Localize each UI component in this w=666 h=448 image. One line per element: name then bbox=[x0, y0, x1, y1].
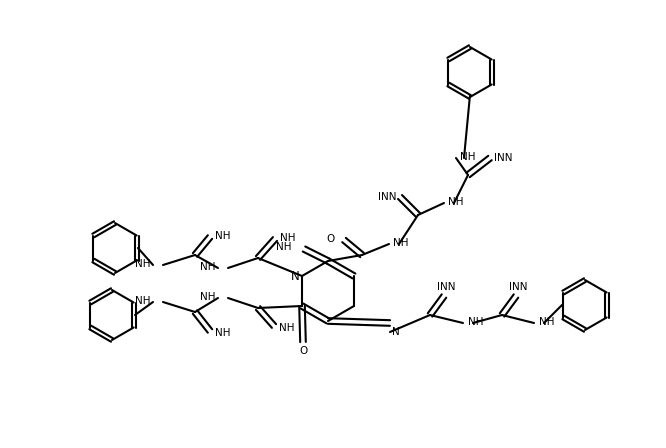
Text: NH: NH bbox=[135, 259, 150, 269]
Text: NH: NH bbox=[276, 242, 291, 252]
Text: NH: NH bbox=[215, 231, 230, 241]
Text: INN: INN bbox=[509, 282, 527, 292]
Text: O: O bbox=[327, 234, 335, 244]
Text: N: N bbox=[290, 270, 300, 283]
Text: INN: INN bbox=[494, 153, 512, 163]
Text: NH: NH bbox=[460, 152, 476, 162]
Text: NH: NH bbox=[200, 262, 215, 272]
Text: NH: NH bbox=[393, 238, 409, 248]
Text: NH: NH bbox=[200, 292, 215, 302]
Text: O: O bbox=[299, 346, 307, 356]
Text: NH: NH bbox=[468, 317, 484, 327]
Text: N: N bbox=[392, 327, 400, 337]
Text: NH: NH bbox=[448, 197, 464, 207]
Text: INN: INN bbox=[378, 192, 396, 202]
Text: NH: NH bbox=[135, 296, 150, 306]
Text: NH: NH bbox=[215, 328, 230, 338]
Text: NH: NH bbox=[279, 323, 295, 333]
Text: NH: NH bbox=[280, 233, 296, 243]
Text: INN: INN bbox=[437, 282, 456, 292]
Text: NH: NH bbox=[539, 317, 555, 327]
